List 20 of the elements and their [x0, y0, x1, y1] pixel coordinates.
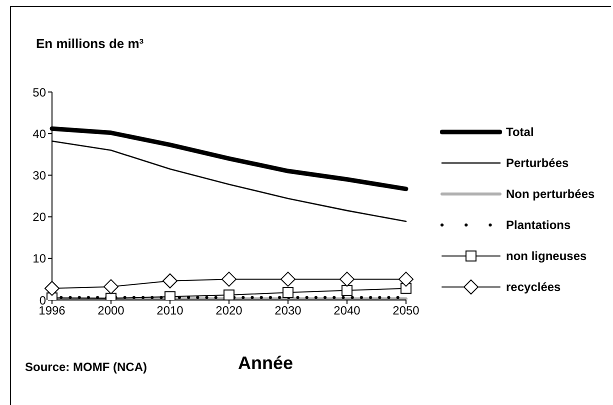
x-tick-label: 2020: [216, 304, 243, 318]
y-tick-label: 30: [32, 168, 46, 182]
x-tick-label: 2010: [156, 304, 184, 318]
legend-label: Plantations: [506, 218, 571, 232]
x-tick-label: 2000: [98, 304, 125, 318]
y-tick-label: 20: [32, 210, 46, 224]
y-tick-label: 50: [32, 85, 46, 100]
x-axis-title: Année: [238, 353, 294, 374]
x-tick-label: 2050: [392, 304, 420, 318]
y-tick-label: 40: [32, 126, 46, 141]
legend-label: Perturbées: [506, 156, 569, 170]
source-note: Source: MOMF (NCA): [25, 360, 147, 374]
x-tick-label: 2030: [274, 304, 302, 318]
legend-label: Non perturbées: [506, 186, 595, 200]
chart-title: En millions de m³: [36, 36, 144, 51]
legend-label: Total: [506, 124, 534, 138]
x-tick-label: 2040: [334, 304, 361, 318]
y-tick-label: 10: [32, 252, 46, 266]
legend-label: recyclées: [506, 280, 561, 294]
legend-label: non ligneuses: [506, 248, 587, 262]
